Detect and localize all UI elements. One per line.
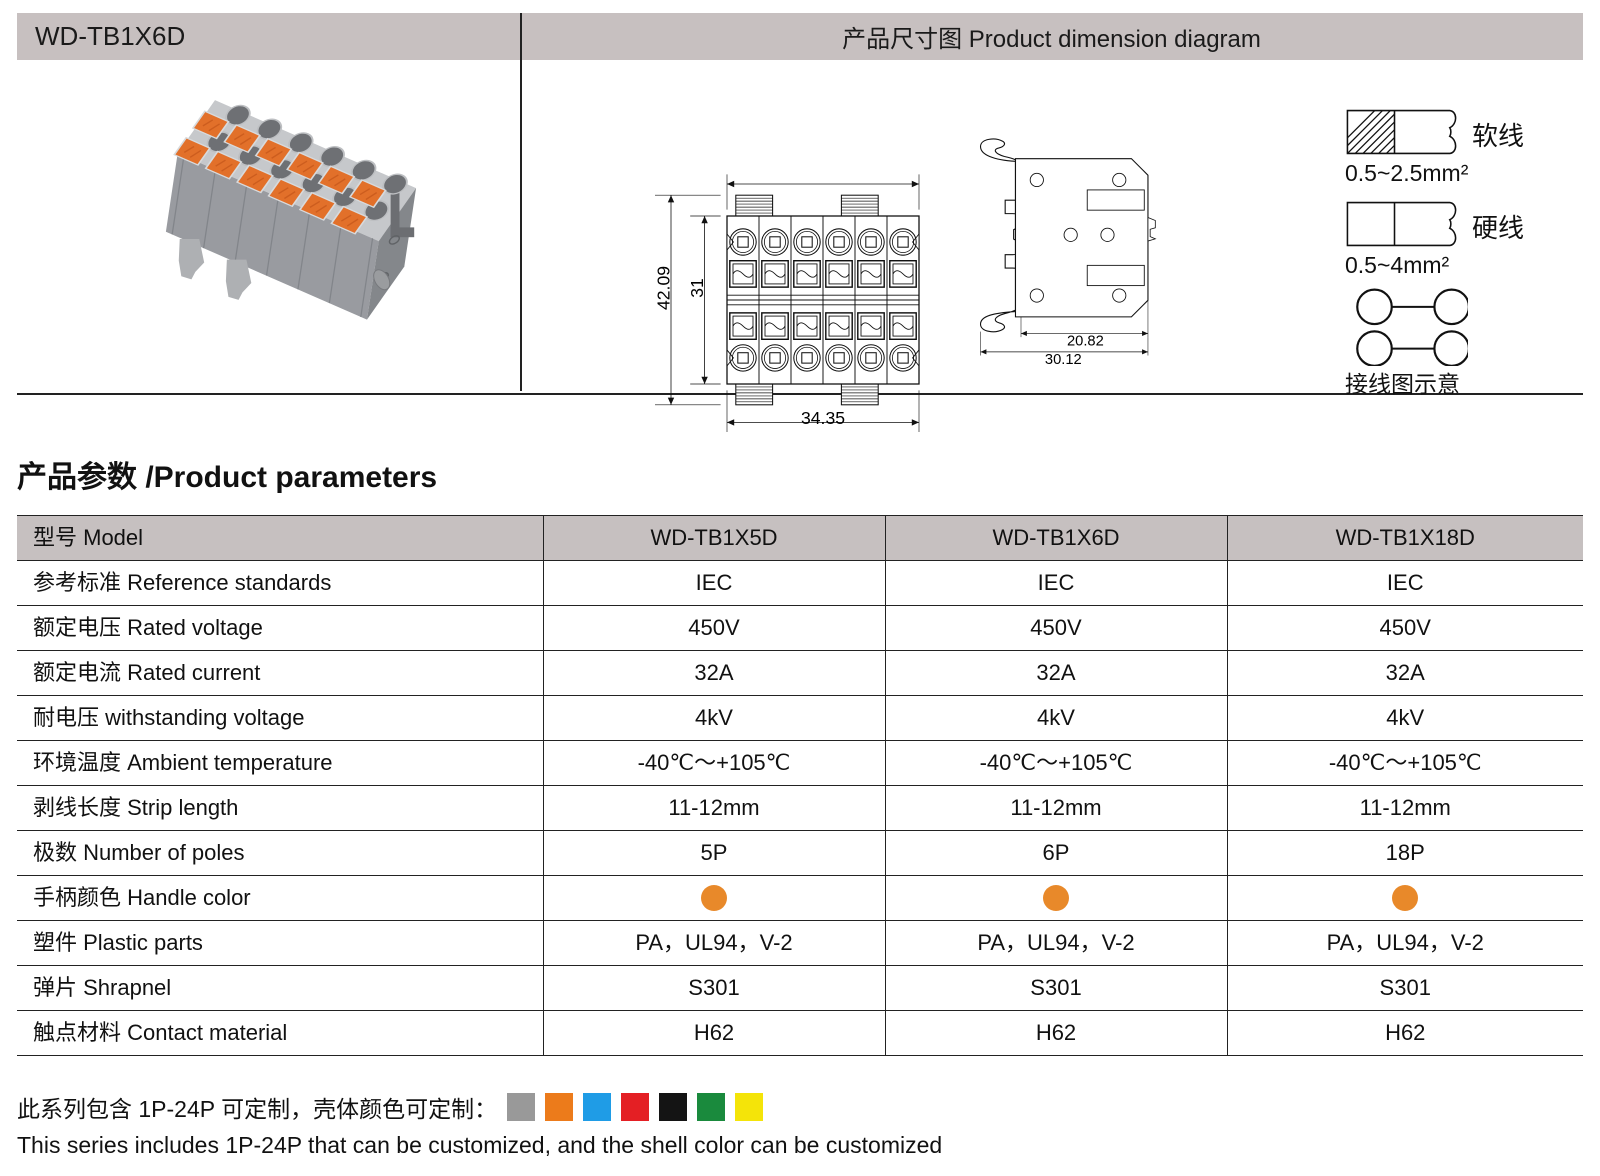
svg-text:20.82: 20.82 — [1067, 334, 1104, 350]
svg-text:31: 31 — [687, 278, 707, 298]
svg-text:34.35: 34.35 — [801, 408, 845, 428]
svg-text:42.09: 42.09 — [653, 266, 673, 310]
svg-text:30.12: 30.12 — [1045, 352, 1082, 368]
